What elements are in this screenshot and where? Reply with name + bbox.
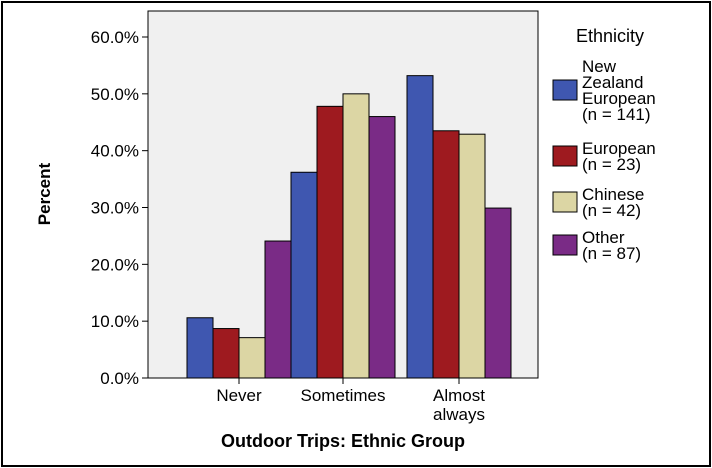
y-axis-label: Percent — [35, 162, 54, 225]
y-tick-label: 30.0% — [91, 199, 139, 218]
bar — [212, 328, 240, 379]
y-tick-label: 60.0% — [91, 28, 139, 47]
bar — [238, 337, 266, 379]
bar — [432, 130, 460, 379]
y-tick-label: 50.0% — [91, 85, 139, 104]
legend-label: (n = 23) — [582, 155, 641, 174]
legend-label: (n = 87) — [582, 244, 641, 263]
y-tick-label: 20.0% — [91, 255, 139, 274]
bar — [290, 171, 318, 379]
legend-swatch — [552, 145, 578, 167]
bars — [186, 75, 512, 379]
legend-label: Other — [582, 228, 625, 247]
legend-label: Zealand — [582, 73, 643, 92]
bar — [342, 93, 370, 379]
x-tick-label: Sometimes — [300, 386, 385, 405]
legend-title: Ethnicity — [576, 26, 644, 46]
legend-swatch — [552, 234, 578, 256]
x-tick-label: Almost — [433, 386, 485, 405]
y-axis: 0.0% 10.0% 20.0% 30.0% 40.0% 50.0% 60.0% — [91, 28, 148, 388]
legend-label: (n = 141) — [582, 105, 651, 124]
y-tick-label: 40.0% — [91, 142, 139, 161]
y-tick-label: 10.0% — [91, 312, 139, 331]
bar — [316, 105, 344, 379]
legend-swatch — [552, 191, 578, 213]
bar — [458, 133, 486, 379]
x-axis-label: Outdoor Trips: Ethnic Group — [221, 431, 465, 451]
bar — [186, 317, 214, 379]
y-tick-label: 0.0% — [100, 369, 139, 388]
bar — [368, 116, 396, 379]
x-tick-label: always — [433, 405, 485, 424]
legend-label: (n = 42) — [582, 201, 641, 220]
legend-label: European — [582, 139, 656, 158]
legend-label: New — [582, 57, 617, 76]
bar — [264, 240, 292, 379]
legend-label: Chinese — [582, 185, 644, 204]
bar — [484, 207, 512, 379]
legend-swatch — [552, 79, 578, 101]
bar — [406, 75, 434, 379]
x-tick-label: Never — [216, 386, 262, 405]
legend-label: European — [582, 89, 656, 108]
